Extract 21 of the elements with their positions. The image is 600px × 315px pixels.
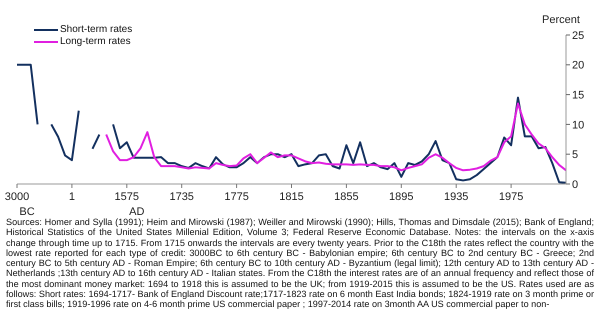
x-tick-label: 1 xyxy=(68,191,75,203)
x-tick-label: 1855 xyxy=(334,191,359,203)
x-tick-label: 3000 BC xyxy=(4,191,35,218)
x-tick-label: 1775 xyxy=(224,191,249,203)
y-axis-title: Percent xyxy=(542,14,580,26)
legend-label: Short-term rates xyxy=(60,24,132,36)
y-tick-label: 25 xyxy=(572,30,584,42)
x-tick-label: 1895 xyxy=(389,191,414,203)
x-tick-label: 1935 xyxy=(444,191,468,203)
y-tick-label: 15 xyxy=(572,90,584,102)
x-tick-label: 1815 xyxy=(279,191,304,203)
text: Sources: Homer and Sylla (1991); Heim and Mirowski (1987); Weiller and Mirowski (1990); Hills, Thomas and Dimsdale (2015); Bank of England; Historical Statistics of the United States Millenial Edition, Volume 3; Federal Reserve Economic Database. Notes: the intervals on the x-axis change through time up to 1715. From 1715 onwards the intervals are every twenty years. Prior to the C18th the rates reflect the country with the lowest rate reported for each type of credit: 3000BC to 6th century BC - Babylonian empire; 6th century BC to 2nd century BC - Greece; 2nd century BC to 5th century AD - Roman Empire; 6th century BC to 10th century AD - Byzantium (legal limit); 12th century AD to 13th century AD - Netherlands ;13th century AD to 16th century AD - Italian states. From the C18th the interest rates are of an annual frequency and reflect those of the most dominant money market: 1694 to 1918 this is assumed to be the UK; from 1919-2015 this is assumed to be the US. Rates used are as follows: Short rates: 1694-1717- Bank of England Discount rate;1717-1823 rate on 6 month East India bonds; 1824-1919 rate on 3 month prime or first class bills; 1919-1996 rate on 4-6 month prime US commercial paper ; 1997-2014 rate on 3month AA US commercial paper to non- xyxy=(6,217,594,310)
y-tick-label: 0 xyxy=(572,178,578,191)
y-tick-label: 20 xyxy=(572,60,584,72)
x-tick-label: 1975 xyxy=(498,191,524,203)
line-series xyxy=(105,102,567,172)
legend-label: Long-term rates xyxy=(60,36,131,48)
y-tick-label: 5 xyxy=(572,149,578,162)
x-tick-label: 1735 xyxy=(169,191,194,203)
y-tick-label: 10 xyxy=(572,119,584,132)
x-tick-label: 1575 AD xyxy=(114,191,144,218)
